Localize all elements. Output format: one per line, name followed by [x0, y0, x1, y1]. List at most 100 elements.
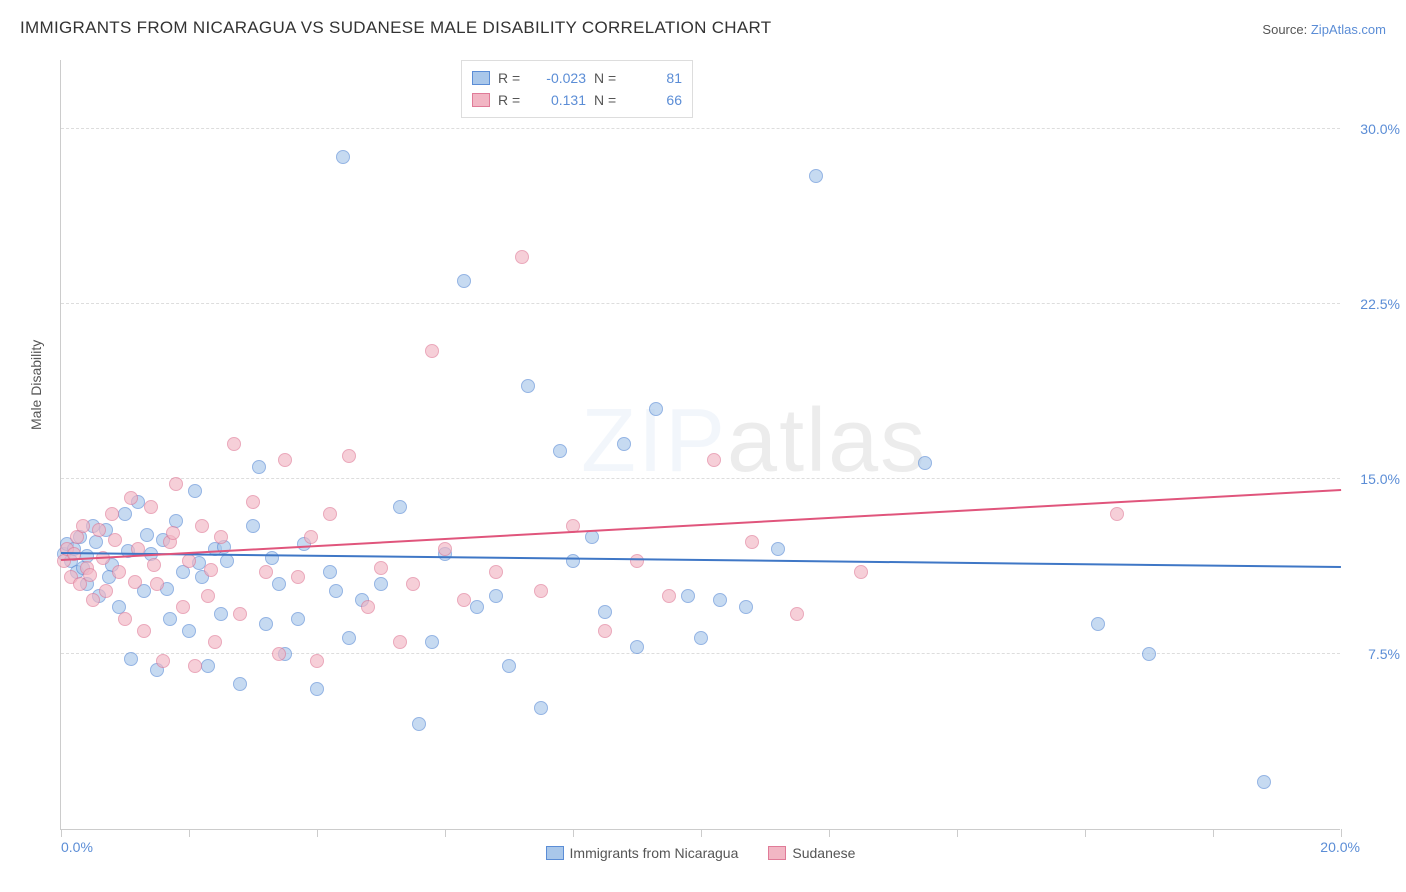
legend-item-nicaragua: Immigrants from Nicaragua — [546, 845, 739, 861]
scatter-point — [310, 654, 324, 668]
scatter-point — [128, 575, 142, 589]
r-value-sudanese: 0.131 — [536, 92, 586, 108]
scatter-point — [195, 519, 209, 533]
scatter-point — [99, 584, 113, 598]
n-value-sudanese: 66 — [632, 92, 682, 108]
scatter-point — [86, 593, 100, 607]
scatter-point — [809, 169, 823, 183]
scatter-point — [182, 554, 196, 568]
scatter-point — [227, 437, 241, 451]
scatter-point — [342, 631, 356, 645]
legend-row-nicaragua: R = -0.023 N = 81 — [472, 67, 682, 89]
scatter-point — [144, 500, 158, 514]
x-tick — [317, 829, 318, 837]
scatter-point — [214, 530, 228, 544]
legend-label-sudanese: Sudanese — [792, 845, 855, 861]
scatter-point — [323, 565, 337, 579]
scatter-point — [140, 528, 154, 542]
x-tick — [1213, 829, 1214, 837]
scatter-point — [771, 542, 785, 556]
scatter-point — [393, 500, 407, 514]
scatter-point — [204, 563, 218, 577]
scatter-point — [188, 659, 202, 673]
scatter-point — [108, 533, 122, 547]
scatter-point — [233, 607, 247, 621]
scatter-point — [393, 635, 407, 649]
scatter-point — [342, 449, 356, 463]
scatter-point — [150, 577, 164, 591]
x-tick — [701, 829, 702, 837]
scatter-point — [169, 477, 183, 491]
swatch-sudanese — [768, 846, 786, 860]
y-tick-label: 22.5% — [1360, 296, 1400, 312]
gridline — [61, 303, 1340, 304]
scatter-point — [412, 717, 426, 731]
swatch-nicaragua — [472, 71, 490, 85]
series-legend: Immigrants from Nicaragua Sudanese — [61, 845, 1340, 861]
scatter-point — [425, 344, 439, 358]
scatter-chart: ZIPatlas R = -0.023 N = 81 R = 0.131 N =… — [60, 60, 1340, 830]
scatter-point — [745, 535, 759, 549]
y-axis-label: Male Disability — [28, 340, 44, 430]
y-tick-label: 15.0% — [1360, 471, 1400, 487]
scatter-point — [374, 561, 388, 575]
scatter-point — [329, 584, 343, 598]
scatter-point — [598, 605, 612, 619]
x-tick — [1085, 829, 1086, 837]
scatter-point — [694, 631, 708, 645]
scatter-point — [457, 274, 471, 288]
y-tick-label: 7.5% — [1368, 646, 1400, 662]
scatter-point — [147, 558, 161, 572]
scatter-point — [246, 519, 260, 533]
scatter-point — [291, 612, 305, 626]
scatter-point — [790, 607, 804, 621]
correlation-legend: R = -0.023 N = 81 R = 0.131 N = 66 — [461, 60, 693, 118]
scatter-point — [201, 589, 215, 603]
scatter-point — [1257, 775, 1271, 789]
x-tick — [189, 829, 190, 837]
scatter-point — [854, 565, 868, 579]
x-tick-label-left: 0.0% — [61, 839, 93, 855]
scatter-point — [374, 577, 388, 591]
scatter-point — [272, 647, 286, 661]
x-tick-label-right: 20.0% — [1320, 839, 1360, 855]
scatter-point — [214, 607, 228, 621]
scatter-point — [489, 565, 503, 579]
x-tick — [1341, 829, 1342, 837]
x-tick — [445, 829, 446, 837]
scatter-point — [304, 530, 318, 544]
scatter-point — [76, 519, 90, 533]
trend-line — [61, 552, 1341, 568]
scatter-point — [662, 589, 676, 603]
scatter-point — [598, 624, 612, 638]
scatter-point — [1142, 647, 1156, 661]
scatter-point — [259, 617, 273, 631]
scatter-point — [272, 577, 286, 591]
scatter-point — [182, 624, 196, 638]
scatter-point — [739, 600, 753, 614]
scatter-point — [585, 530, 599, 544]
scatter-point — [156, 654, 170, 668]
scatter-point — [118, 507, 132, 521]
scatter-point — [489, 589, 503, 603]
scatter-point — [323, 507, 337, 521]
scatter-point — [502, 659, 516, 673]
scatter-point — [425, 635, 439, 649]
scatter-point — [163, 612, 177, 626]
scatter-point — [233, 677, 247, 691]
scatter-point — [406, 577, 420, 591]
r-label: R = — [498, 92, 528, 108]
scatter-point — [361, 600, 375, 614]
legend-row-sudanese: R = 0.131 N = 66 — [472, 89, 682, 111]
r-label: R = — [498, 70, 528, 86]
source-label: Source: — [1262, 22, 1307, 37]
x-tick — [573, 829, 574, 837]
scatter-point — [1091, 617, 1105, 631]
scatter-point — [515, 250, 529, 264]
scatter-point — [252, 460, 266, 474]
source-link[interactable]: ZipAtlas.com — [1311, 22, 1386, 37]
n-label: N = — [594, 92, 624, 108]
scatter-point — [336, 150, 350, 164]
x-tick — [61, 829, 62, 837]
scatter-point — [630, 640, 644, 654]
